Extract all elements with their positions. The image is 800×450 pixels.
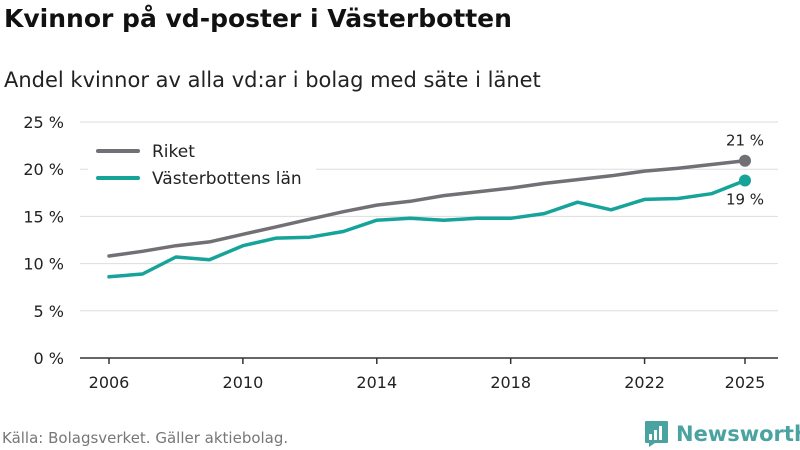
x-tick-label: 2006 [89,373,130,392]
y-tick-label: 5 % [34,302,64,321]
series-line-riket [107,158,747,258]
end-point-riket [739,154,751,167]
y-tick-labels: 0 % 5 % 10 % 15 % 20 % 25 % [23,113,64,368]
y-tick-label: 25 % [23,113,64,132]
chart-title: Kvinnor på vd-poster i Västerbotten [4,4,512,33]
newsworthy-logo: Newsworthy [644,420,800,448]
newsworthy-icon [645,421,668,447]
chart-subtitle: Andel kvinnor av alla vd:ar i bolag med … [4,68,541,92]
legend: Riket Västerbottens län [88,138,316,196]
y-tick-label: 0 % [34,349,64,368]
x-tick-label: 2010 [223,373,264,392]
x-tick-label: 2014 [356,373,397,392]
end-point-lan [739,174,751,187]
end-label-riket: 21 % [726,132,764,150]
series-lines: 21 % 19 % [107,132,764,279]
series-line-lan [107,178,747,279]
y-tick-label: 15 % [23,207,64,226]
legend-background [88,138,316,196]
legend-label: Riket [152,142,195,162]
end-label-lan: 19 % [726,191,764,209]
x-axis: 2006 2010 2014 2018 2022 2025 [80,357,778,392]
y-tick-label: 20 % [23,160,64,179]
x-tick-label: 2018 [490,373,531,392]
x-tick-label: 2022 [624,373,665,392]
legend-label: Västerbottens län [152,169,302,189]
brand-name: Newsworthy [676,422,800,446]
source-note: Källa: Bolagsverket. Gäller aktiebolag. [2,429,289,447]
x-tick-label: 2025 [725,373,766,392]
y-tick-label: 10 % [23,255,64,274]
